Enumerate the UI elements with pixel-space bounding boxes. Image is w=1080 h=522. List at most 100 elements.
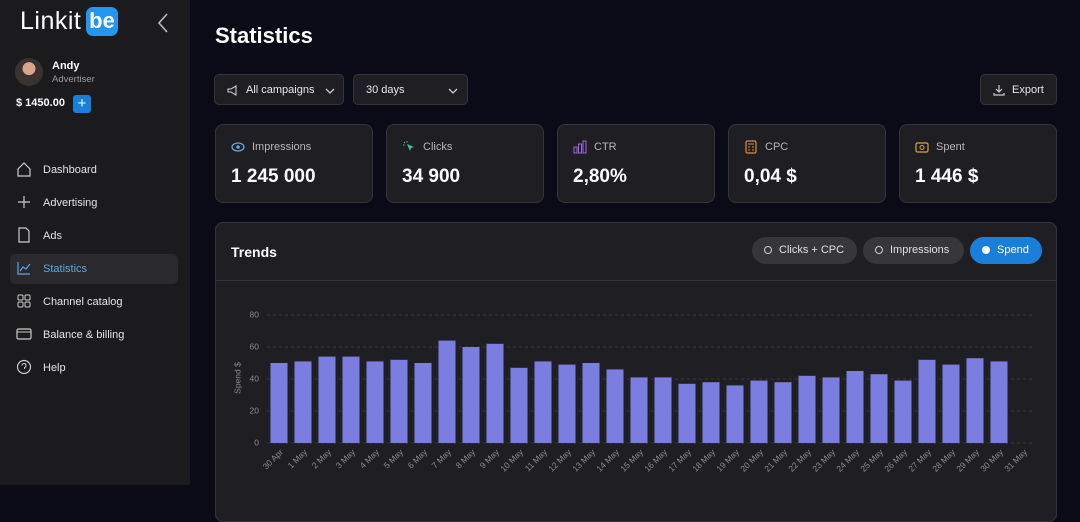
collapse-button[interactable] (155, 12, 171, 34)
bar (990, 361, 1008, 443)
x-tick-label: 7 May (430, 446, 454, 470)
nav-item[interactable]: Dashboard (10, 155, 178, 185)
metric-icon (231, 142, 245, 152)
nav-item[interactable]: Advertising (10, 188, 178, 218)
app: {"sidebar": {"logo": "Linkit", "logo_bad… (0, 0, 1057, 522)
bar (438, 340, 456, 443)
x-tick-label: 5 May (382, 446, 406, 470)
toggle[interactable]: Impressions (863, 237, 964, 264)
x-tick-label: 2 May (310, 446, 334, 470)
bar (894, 380, 912, 443)
y-tick-label: 20 (250, 405, 260, 415)
bar (678, 383, 696, 443)
bar (798, 375, 816, 443)
bar (510, 367, 528, 443)
x-tick-label: 20 May (738, 446, 765, 473)
x-tick-label: 10 May (498, 446, 525, 473)
filter-label: All campaigns (246, 84, 315, 96)
x-tick-label: 18 May (690, 446, 717, 473)
nav-item[interactable]: Balance & billing (10, 320, 178, 350)
bar (774, 382, 792, 443)
chart: Spend $ 0 20 40 60 80 30 Apr 1 May 2 May 3 May 4 … (232, 309, 1035, 474)
nav-label: Advertising (43, 197, 98, 209)
x-tick-label: 23 May (810, 446, 837, 473)
toggle-label: Spend (997, 244, 1029, 256)
metric-label: CTR (594, 141, 617, 153)
bar (318, 356, 336, 443)
bar (462, 347, 480, 443)
x-tick-label: 16 May (642, 446, 669, 473)
panel-title: Trends (231, 244, 277, 260)
y-tick-label: 0 (254, 437, 259, 447)
avatar[interactable] (15, 58, 43, 86)
y-tick-label: 40 (250, 373, 260, 383)
nav-item[interactable]: Help (10, 353, 178, 383)
metric-card: Spent 1 446 $ (899, 124, 1057, 203)
x-tick-label: 29 May (954, 446, 981, 473)
x-tick-label: 1 May (286, 446, 310, 470)
bar (822, 377, 840, 443)
nav-icon (16, 359, 32, 375)
x-tick-label: 19 May (714, 446, 741, 473)
x-tick-label: 17 May (666, 446, 693, 473)
user-role: Advertiser (52, 74, 95, 85)
x-tick-label: 24 May (834, 446, 861, 473)
toggle[interactable]: Spend (970, 237, 1042, 264)
nav-label: Statistics (43, 263, 88, 275)
x-tick-label: 30 May (978, 446, 1005, 473)
metric-value: 0,04 $ (744, 166, 797, 187)
logo-badge[interactable]: be (86, 7, 118, 36)
bar (966, 358, 984, 443)
y-axis-label: Spend $ (232, 362, 242, 394)
x-tick-label: 26 May (882, 446, 909, 473)
metric-value: 1 245 000 (231, 166, 316, 187)
bar (606, 369, 624, 443)
nav-item[interactable]: Channel catalog (10, 287, 178, 317)
x-tick-label: 31 May (1002, 446, 1029, 473)
filter-label: 30 days (366, 84, 405, 96)
metric-card: CTR 2,80% (557, 124, 715, 203)
nav-icon (18, 227, 30, 243)
bar (486, 343, 504, 443)
y-tick-label: 60 (250, 341, 260, 351)
bar (534, 361, 552, 443)
bar (366, 361, 384, 443)
bar (558, 364, 576, 443)
logo[interactable]: Linkit (20, 7, 82, 35)
nav-item[interactable]: Ads (10, 221, 178, 251)
metric-card: Clicks 34 900 (386, 124, 544, 203)
x-tick-label: 12 May (546, 446, 573, 473)
campaign-filter[interactable]: All campaigns (214, 74, 344, 105)
nav-label: Help (43, 362, 66, 374)
add-funds-button[interactable]: + (73, 95, 91, 113)
bar (942, 364, 960, 443)
page-title: Statistics (215, 23, 313, 48)
x-tick-label: 22 May (786, 446, 813, 473)
bar (702, 382, 720, 443)
metric-value: 2,80% (573, 166, 627, 187)
sidebar: Linkit be Andy Advertiser $ 1450.00 + Da… (0, 0, 190, 485)
panel-header: Trends (216, 223, 1056, 281)
metric-icon (573, 140, 587, 154)
export-button[interactable]: Export (980, 74, 1057, 105)
bar (726, 385, 744, 443)
metric-label: Clicks (423, 141, 453, 153)
metric-label: CPC (765, 141, 789, 153)
nav-label: Dashboard (43, 164, 97, 176)
toggle-label: Clicks + CPC (779, 244, 845, 256)
toggle[interactable]: Clicks + CPC (752, 237, 857, 264)
x-tick-label: 14 May (594, 446, 621, 473)
bar (294, 361, 312, 443)
metric-label: Impressions (252, 141, 312, 153)
period-filter[interactable]: 30 days (353, 74, 468, 105)
user-name: Andy (52, 60, 80, 72)
toggle-label: Impressions (890, 244, 950, 256)
x-tick-label: 25 May (858, 446, 885, 473)
x-tick-label: 30 Apr (261, 447, 286, 472)
x-tick-label: 11 May (523, 446, 550, 473)
bar (630, 377, 648, 443)
nav-icon (16, 328, 32, 340)
metric-card: Impressions 1 245 000 (215, 124, 373, 203)
nav-item[interactable]: Statistics (10, 254, 178, 284)
bar (870, 374, 888, 443)
